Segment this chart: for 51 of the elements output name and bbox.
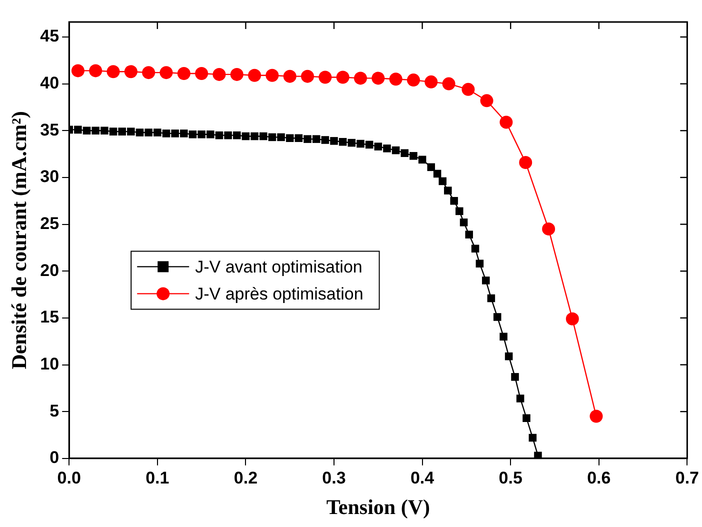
point bbox=[566, 312, 579, 326]
y-tick-label: 0 bbox=[50, 448, 60, 468]
point bbox=[336, 70, 350, 84]
point bbox=[590, 410, 603, 423]
point bbox=[354, 72, 367, 85]
x-tick-label: 0.5 bbox=[498, 468, 522, 488]
x-tick-label: 0.0 bbox=[57, 468, 81, 488]
point bbox=[424, 75, 438, 88]
y-axis-title: Densité de courant (mA.cm²) bbox=[7, 111, 32, 370]
y-tick-label: 35 bbox=[40, 120, 60, 140]
x-tick-label: 0.4 bbox=[410, 468, 435, 488]
point bbox=[462, 82, 475, 96]
point bbox=[142, 66, 156, 80]
point bbox=[283, 70, 296, 83]
point bbox=[372, 72, 385, 85]
y-tick-label: 40 bbox=[40, 73, 60, 92]
point bbox=[318, 70, 332, 84]
point bbox=[519, 156, 532, 169]
y-tick-label: 10 bbox=[40, 354, 60, 374]
legend-label: J-V après optimisation bbox=[195, 284, 364, 304]
y-tick-label: 20 bbox=[40, 260, 60, 280]
point bbox=[195, 67, 208, 80]
point bbox=[89, 64, 102, 78]
point bbox=[212, 68, 226, 81]
x-axis-title: Tension (V) bbox=[326, 494, 430, 519]
point bbox=[266, 68, 279, 82]
point bbox=[71, 64, 84, 78]
point bbox=[406, 74, 420, 87]
point bbox=[500, 116, 513, 129]
point bbox=[124, 65, 138, 78]
point bbox=[248, 68, 262, 82]
x-tick-label: 0.2 bbox=[234, 468, 258, 488]
x-tick-label: 0.3 bbox=[322, 468, 346, 488]
y-tick-label: 15 bbox=[40, 308, 60, 327]
point bbox=[480, 94, 494, 108]
point bbox=[230, 68, 244, 81]
point bbox=[442, 77, 456, 90]
x-tick-label: 0.6 bbox=[587, 468, 611, 488]
point bbox=[301, 70, 314, 83]
x-tick-label: 0.7 bbox=[675, 468, 700, 488]
legend-label: J-V avant optimisation bbox=[195, 257, 362, 276]
y-tick-label: 25 bbox=[40, 214, 60, 233]
y-tick-label: 45 bbox=[40, 26, 60, 46]
point bbox=[542, 222, 556, 236]
x-tick-label: 0.1 bbox=[146, 468, 170, 488]
y-tick-label: 30 bbox=[40, 167, 60, 186]
point bbox=[177, 67, 190, 80]
point bbox=[106, 65, 120, 78]
y-tick-label: 5 bbox=[50, 401, 60, 420]
point bbox=[389, 72, 402, 86]
point bbox=[160, 66, 173, 80]
